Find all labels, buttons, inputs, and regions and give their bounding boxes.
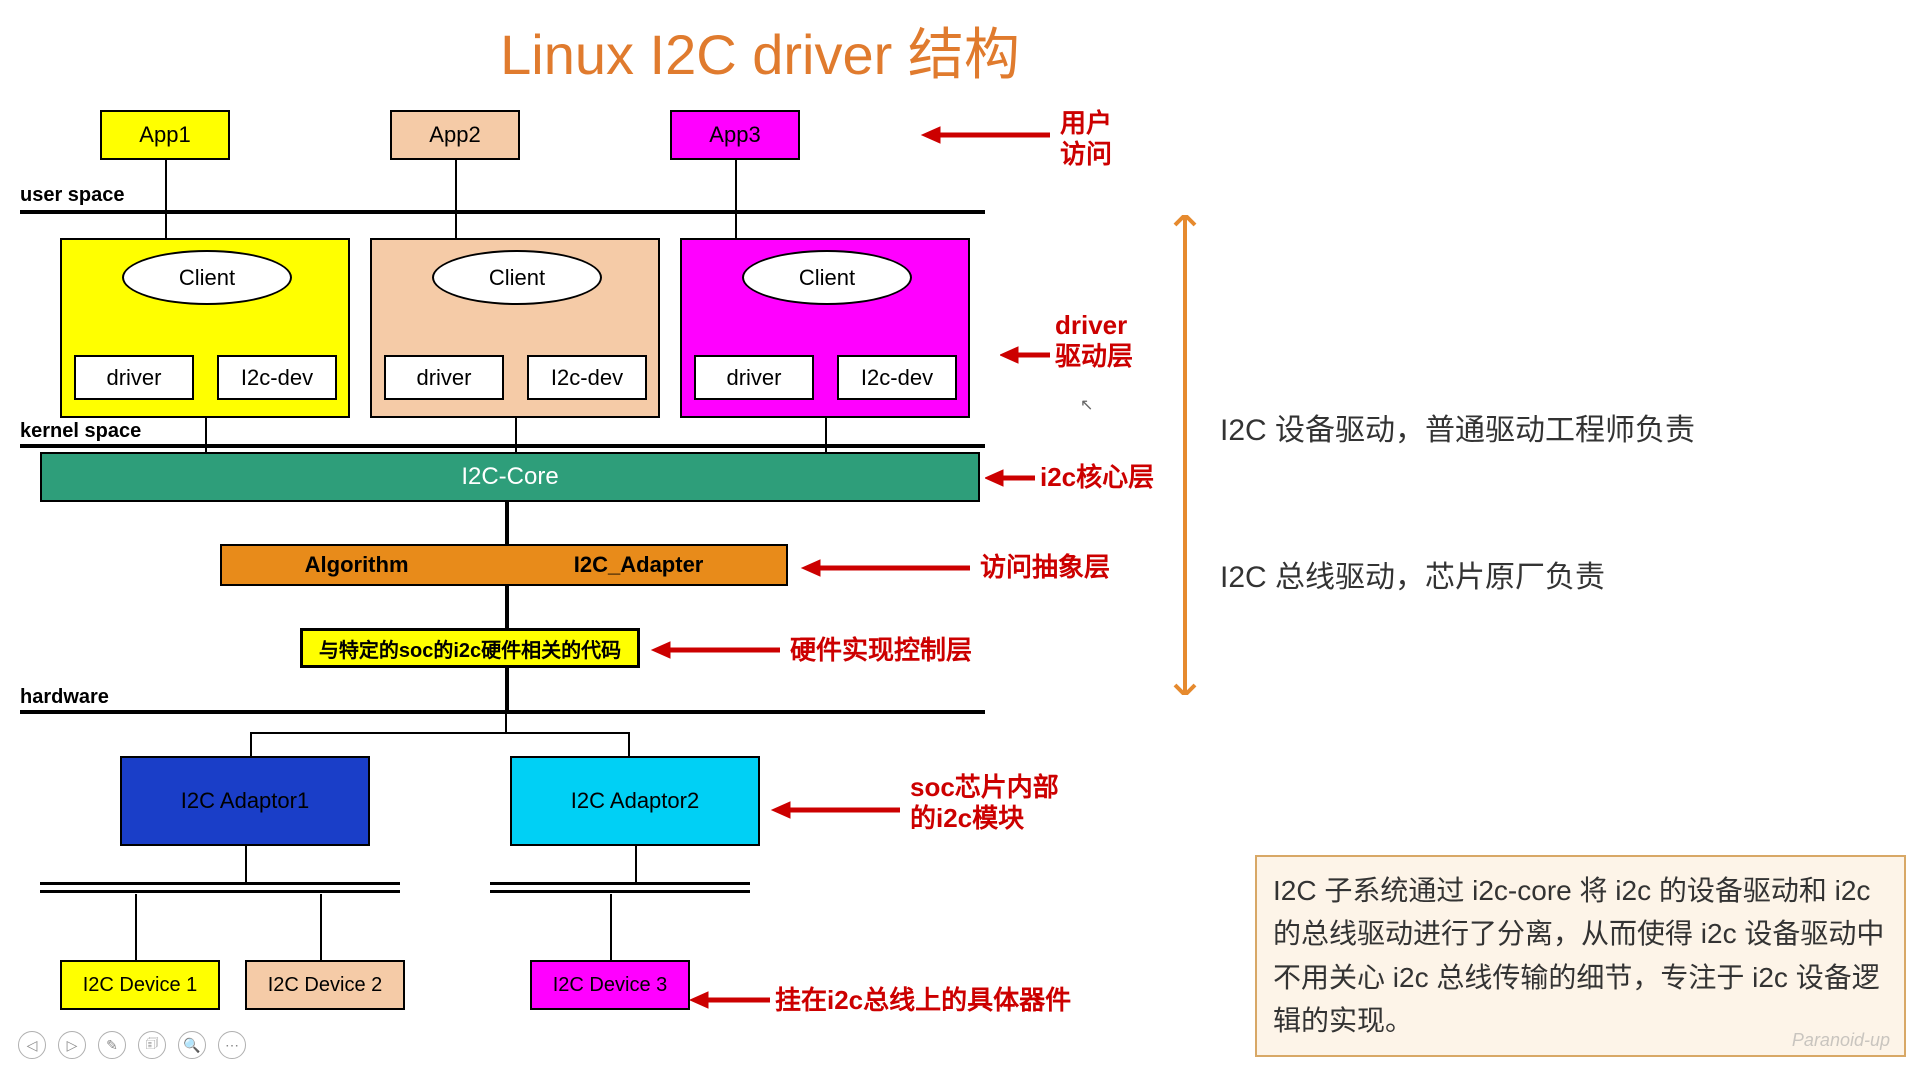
app-box-2: App2 [390, 110, 520, 160]
adaptor-box-2: I2C Adaptor2 [510, 756, 760, 846]
i2cdev-box-2: I2c-dev [527, 355, 647, 400]
arrow-device-on-bus [690, 980, 770, 1020]
client-oval-1: Client [122, 250, 292, 305]
side-note-bus-driver: I2C 总线驱动，芯片原厂负责 [1220, 552, 1605, 596]
client-oval-3: Client [742, 250, 912, 305]
tb-next[interactable]: ▷ [58, 1031, 86, 1059]
conn-adaptor-bus-2 [635, 846, 637, 882]
anno-user-access: 用户 访问 [1060, 108, 1112, 170]
orange-bracket [1170, 215, 1200, 695]
tb-slides[interactable]: 🗊 [138, 1031, 166, 1059]
label-kernel-space: kernel space [20, 420, 141, 443]
app-box-3: App3 [670, 110, 800, 160]
device-box-2: I2C Device 2 [245, 960, 405, 1010]
anno-core-layer: i2c核心层 [1040, 462, 1154, 493]
driver-box-1: driver [74, 355, 194, 400]
conn-branch-ad1 [250, 732, 252, 756]
arrow-driver-layer [1000, 335, 1050, 375]
page-title: Linux I2C driver 结构 [0, 10, 1520, 91]
driver-box-2: driver [384, 355, 504, 400]
conn-adaptor-bus-1 [245, 846, 247, 882]
i2c-bus-2 [490, 882, 750, 894]
tb-more[interactable]: ⋯ [218, 1031, 246, 1059]
device-box-1: I2C Device 1 [60, 960, 220, 1010]
anno-soc-module: soc芯片内部 的i2c模块 [910, 772, 1059, 834]
i2c-bus-1 [40, 882, 400, 894]
i2cdev-box-1: I2c-dev [217, 355, 337, 400]
anno-driver-layer: driver 驱动层 [1055, 310, 1133, 372]
client-group-1: Client driver I2c-dev [60, 238, 350, 418]
conn-app-client-1 [165, 160, 167, 250]
conn-bus-device-2 [320, 894, 322, 960]
cursor-icon: ↖ [1080, 395, 1093, 415]
conn-bus-device-1 [135, 894, 137, 960]
i2c-core-bar: I2C-Core [40, 452, 980, 502]
client-group-3: Client driver I2c-dev [680, 238, 970, 418]
conn-app-client-3 [735, 160, 737, 250]
label-hardware: hardware [20, 686, 109, 709]
tb-zoom[interactable]: 🔍 [178, 1031, 206, 1059]
anno-hw-control: 硬件实现控制层 [790, 635, 972, 666]
connector-hw-hwline [505, 668, 509, 710]
hw-code-label: 与特定的soc的i2c硬件相关的代码 [319, 634, 621, 663]
arrow-soc-module [770, 790, 900, 830]
client-group-2: Client driver I2c-dev [370, 238, 660, 418]
h-branch-adaptors [250, 732, 630, 734]
connector-core-algo [505, 502, 509, 544]
client-oval-2: Client [432, 250, 602, 305]
arrow-hw-control [650, 630, 780, 670]
i2cdev-box-3: I2c-dev [837, 355, 957, 400]
conn-bus-device-3 [610, 894, 612, 960]
arrow-user-access [920, 115, 1050, 155]
tb-pen[interactable]: ✎ [98, 1031, 126, 1059]
side-note-device-driver: I2C 设备驱动，普通驱动工程师负责 [1220, 405, 1695, 449]
separator-hardware [20, 710, 985, 714]
device-box-3: I2C Device 3 [530, 960, 690, 1010]
watermark: Paranoid-up [1792, 1030, 1890, 1051]
adaptor-box-1: I2C Adaptor1 [120, 756, 370, 846]
arrow-abstract-layer [800, 548, 970, 588]
hw-code-box: 与特定的soc的i2c硬件相关的代码 [300, 628, 640, 668]
label-user-space: user space [20, 184, 125, 207]
separator-kernel-space [20, 444, 985, 448]
description-text: I2C 子系统通过 i2c-core 将 i2c 的设备驱动和 i2c 的总线驱… [1273, 875, 1884, 1036]
anno-abstract-layer: 访问抽象层 [980, 552, 1110, 583]
description-box: I2C 子系统通过 i2c-core 将 i2c 的设备驱动和 i2c 的总线驱… [1255, 855, 1906, 1057]
driver-box-3: driver [694, 355, 814, 400]
conn-branch-ad2 [628, 732, 630, 756]
arrow-core-layer [985, 458, 1035, 498]
conn-app-client-2 [455, 160, 457, 250]
i2c-adapter-label: I2C_Adapter [574, 552, 704, 578]
tb-prev[interactable]: ◁ [18, 1031, 46, 1059]
connector-algo-hw [505, 586, 509, 628]
algorithm-adapter-bar: Algorithm I2C_Adapter [220, 544, 788, 586]
conn-hwline-branch [505, 714, 507, 732]
slide-toolbar: ◁ ▷ ✎ 🗊 🔍 ⋯ [18, 1031, 246, 1059]
app-box-1: App1 [100, 110, 230, 160]
i2c-core-label: I2C-Core [461, 463, 558, 491]
anno-device-on-bus: 挂在i2c总线上的具体器件 [775, 985, 1071, 1016]
algorithm-label: Algorithm [305, 552, 409, 578]
